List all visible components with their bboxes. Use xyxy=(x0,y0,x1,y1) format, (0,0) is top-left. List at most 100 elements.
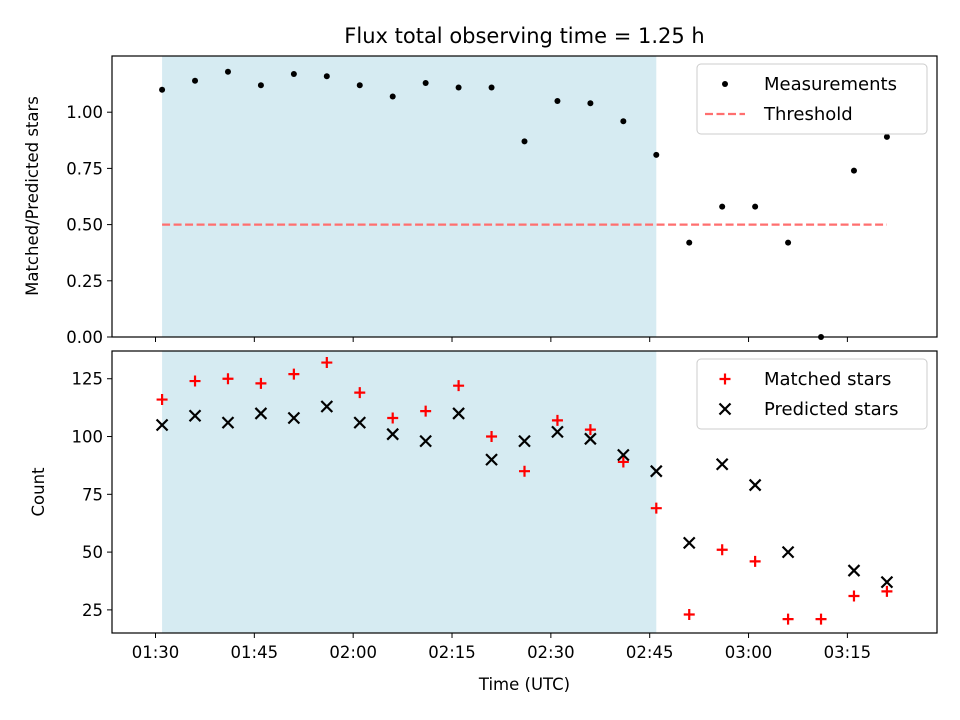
measurement-point xyxy=(257,82,264,89)
matched-star-point xyxy=(815,613,827,625)
predicted-star-point xyxy=(650,464,663,478)
legend-marker-dot xyxy=(722,81,728,87)
axes-frame xyxy=(111,55,938,338)
legend-marker-x xyxy=(718,402,732,416)
legend: Matched stars Predicted stars xyxy=(696,358,928,430)
measurement-point xyxy=(686,239,693,246)
legend-box xyxy=(696,358,928,430)
measurement-point xyxy=(356,82,363,89)
measurement-point xyxy=(455,84,462,91)
x-tick-label: 01:45 xyxy=(231,643,279,662)
matched-star-point xyxy=(387,412,399,424)
measurement-point xyxy=(850,167,857,174)
matched-star-point xyxy=(650,502,662,514)
y-tick-label: 50 xyxy=(82,543,103,562)
predicted-star-point xyxy=(485,453,498,466)
matched-star-point xyxy=(486,431,498,443)
matched-star-point xyxy=(288,368,300,380)
measurement-point xyxy=(389,93,396,100)
matched-star-point xyxy=(156,394,168,406)
matched-star-point xyxy=(551,414,563,426)
measurement-point xyxy=(192,77,199,84)
matched-star-point xyxy=(321,357,333,369)
x-tick-label: 02:15 xyxy=(428,643,476,662)
matched-star-point xyxy=(881,585,893,597)
predicted-star-point xyxy=(781,545,795,559)
legend-label: Measurements xyxy=(764,74,897,95)
predicted-star-point xyxy=(254,407,268,420)
measurement-point xyxy=(521,138,528,145)
legend-label: Predicted stars xyxy=(764,399,898,420)
y-tick-label: 25 xyxy=(82,601,103,620)
predicted-star-point xyxy=(584,432,597,446)
matched-star-point xyxy=(420,405,432,417)
matched-star-point xyxy=(617,456,629,468)
matched-star-point xyxy=(749,555,761,567)
legend-label: Threshold xyxy=(763,104,853,125)
predicted-star-point xyxy=(287,411,301,425)
matched-star-point xyxy=(189,375,201,387)
axes-frame xyxy=(111,350,938,634)
matched-star-point xyxy=(222,373,234,385)
y-tick-label: 0.50 xyxy=(66,216,103,235)
x-tick-label: 02:00 xyxy=(329,643,377,662)
chart-title: Flux total observing time = 1.25 h xyxy=(344,24,704,48)
matched-star-point xyxy=(519,465,530,477)
matched-star-point xyxy=(782,613,794,625)
predicted-star-point xyxy=(682,536,696,550)
measurement-point xyxy=(620,118,627,125)
x-tick-label: 02:45 xyxy=(626,643,674,662)
predicted-star-point xyxy=(452,407,465,420)
predicted-star-point xyxy=(320,400,334,413)
matched-star-point xyxy=(354,387,366,399)
predicted-star-point xyxy=(518,434,531,448)
measurement-point xyxy=(587,100,594,107)
measurement-point xyxy=(224,68,231,75)
predicted-star-point xyxy=(551,425,564,439)
x-tick-label: 03:00 xyxy=(725,643,773,662)
predicted-star-point xyxy=(748,478,762,492)
measurement-point xyxy=(290,70,297,77)
matched-star-point xyxy=(683,609,695,621)
x-tick-label: 03:15 xyxy=(824,643,872,662)
legend-marker-plus xyxy=(719,373,731,385)
predicted-star-point xyxy=(353,416,367,429)
y-tick-label: 75 xyxy=(82,485,103,504)
matched-star-point xyxy=(584,424,596,436)
matched-star-point xyxy=(716,544,728,556)
measurement-point xyxy=(159,86,166,93)
measurement-point xyxy=(719,203,726,210)
predicted-star-point xyxy=(617,448,630,462)
predicted-star-point xyxy=(155,418,169,432)
legend-label: Matched stars xyxy=(764,369,891,390)
legend-box xyxy=(696,63,928,135)
predicted-star-point xyxy=(188,409,202,422)
top-axes: 0.00 0.25 0.50 0.75 1.00 Measurements Threshol… xyxy=(66,55,938,347)
bottom-xlabel: Time (UTC) xyxy=(478,675,570,694)
measurement-point xyxy=(323,73,330,80)
measurement-point xyxy=(422,79,429,86)
top-ylabel: Matched/Predicted stars xyxy=(23,96,42,296)
observing-span xyxy=(162,56,657,337)
measurement-point xyxy=(752,203,759,210)
observing-span xyxy=(162,351,657,633)
predicted-star-point xyxy=(386,427,399,441)
predicted-star-point xyxy=(221,416,235,429)
y-tick-label: 125 xyxy=(72,370,104,389)
matched-star-point xyxy=(453,380,465,392)
x-tick-label: 01:30 xyxy=(132,643,180,662)
x-tick-label: 02:30 xyxy=(527,643,575,662)
predicted-star-point xyxy=(715,457,729,471)
bottom-axes: 25 50 75 100 125 01:30 01:45 02:00 02:15 02:30 02:… xyxy=(72,350,938,662)
measurement-point xyxy=(554,97,561,104)
matched-star-point xyxy=(255,377,267,389)
y-tick-label: 1.00 xyxy=(66,103,103,122)
predicted-star-point xyxy=(847,564,861,577)
y-tick-label: 100 xyxy=(72,428,104,447)
bottom-ylabel: Count xyxy=(29,467,48,517)
y-tick-label: 0.25 xyxy=(66,272,103,291)
legend: Measurements Threshold xyxy=(696,63,928,135)
y-tick-label: 0.75 xyxy=(66,159,103,178)
measurement-point xyxy=(785,239,792,246)
